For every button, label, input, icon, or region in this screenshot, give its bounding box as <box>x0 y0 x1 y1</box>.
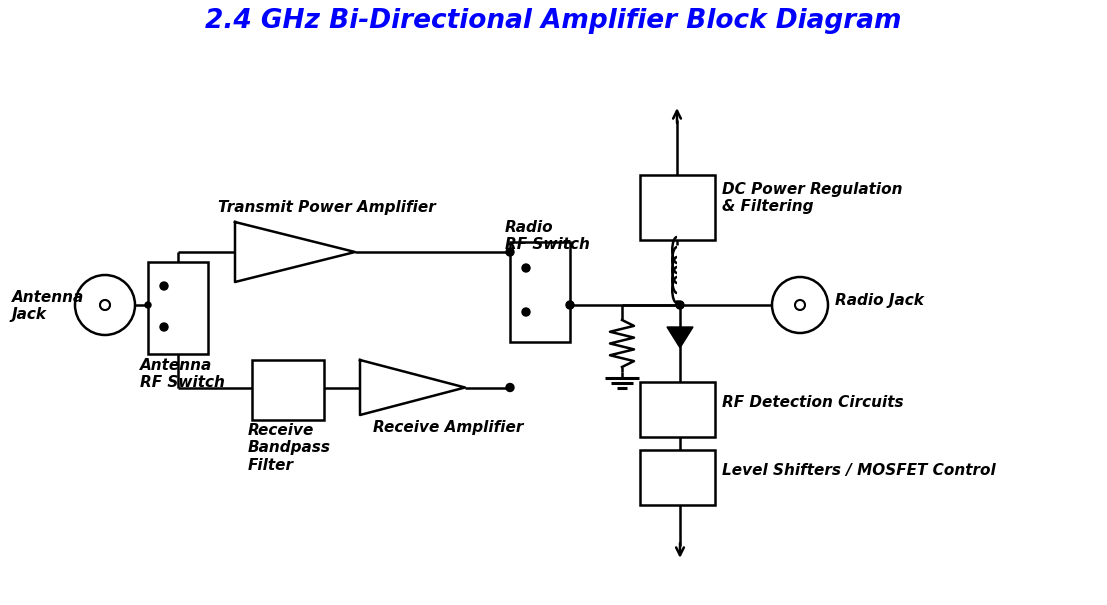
Circle shape <box>145 302 151 308</box>
Bar <box>640 450 715 505</box>
Text: Receive Amplifier: Receive Amplifier <box>373 420 524 435</box>
Text: Radio
RF Switch: Radio RF Switch <box>505 220 590 252</box>
Text: Transmit Power Amplifier: Transmit Power Amplifier <box>218 200 436 215</box>
Circle shape <box>523 308 530 316</box>
Bar <box>510 242 570 342</box>
Circle shape <box>75 275 135 335</box>
Text: DC Power Regulation
& Filtering: DC Power Regulation & Filtering <box>722 182 902 214</box>
Circle shape <box>161 282 168 290</box>
Bar <box>252 360 324 420</box>
Text: RF Detection Circuits: RF Detection Circuits <box>722 395 903 410</box>
Text: Receive
Bandpass
Filter: Receive Bandpass Filter <box>248 423 331 473</box>
Circle shape <box>100 300 110 310</box>
Text: Radio Jack: Radio Jack <box>835 292 924 307</box>
Text: 2.4 GHz Bi-Directional Amplifier Block Diagram: 2.4 GHz Bi-Directional Amplifier Block D… <box>205 8 901 34</box>
Circle shape <box>772 277 828 333</box>
Bar <box>640 175 715 240</box>
Circle shape <box>523 264 530 272</box>
Text: Level Shifters / MOSFET Control: Level Shifters / MOSFET Control <box>722 463 996 478</box>
Text: Antenna
Jack: Antenna Jack <box>12 290 84 322</box>
Circle shape <box>676 301 684 309</box>
Bar <box>640 382 715 437</box>
Circle shape <box>161 323 168 331</box>
Circle shape <box>100 300 110 310</box>
Text: Antenna
RF Switch: Antenna RF Switch <box>139 358 225 390</box>
Circle shape <box>506 248 514 256</box>
Polygon shape <box>668 327 693 348</box>
Circle shape <box>795 300 805 310</box>
Bar <box>148 262 208 354</box>
Circle shape <box>506 384 514 391</box>
Circle shape <box>566 301 575 309</box>
